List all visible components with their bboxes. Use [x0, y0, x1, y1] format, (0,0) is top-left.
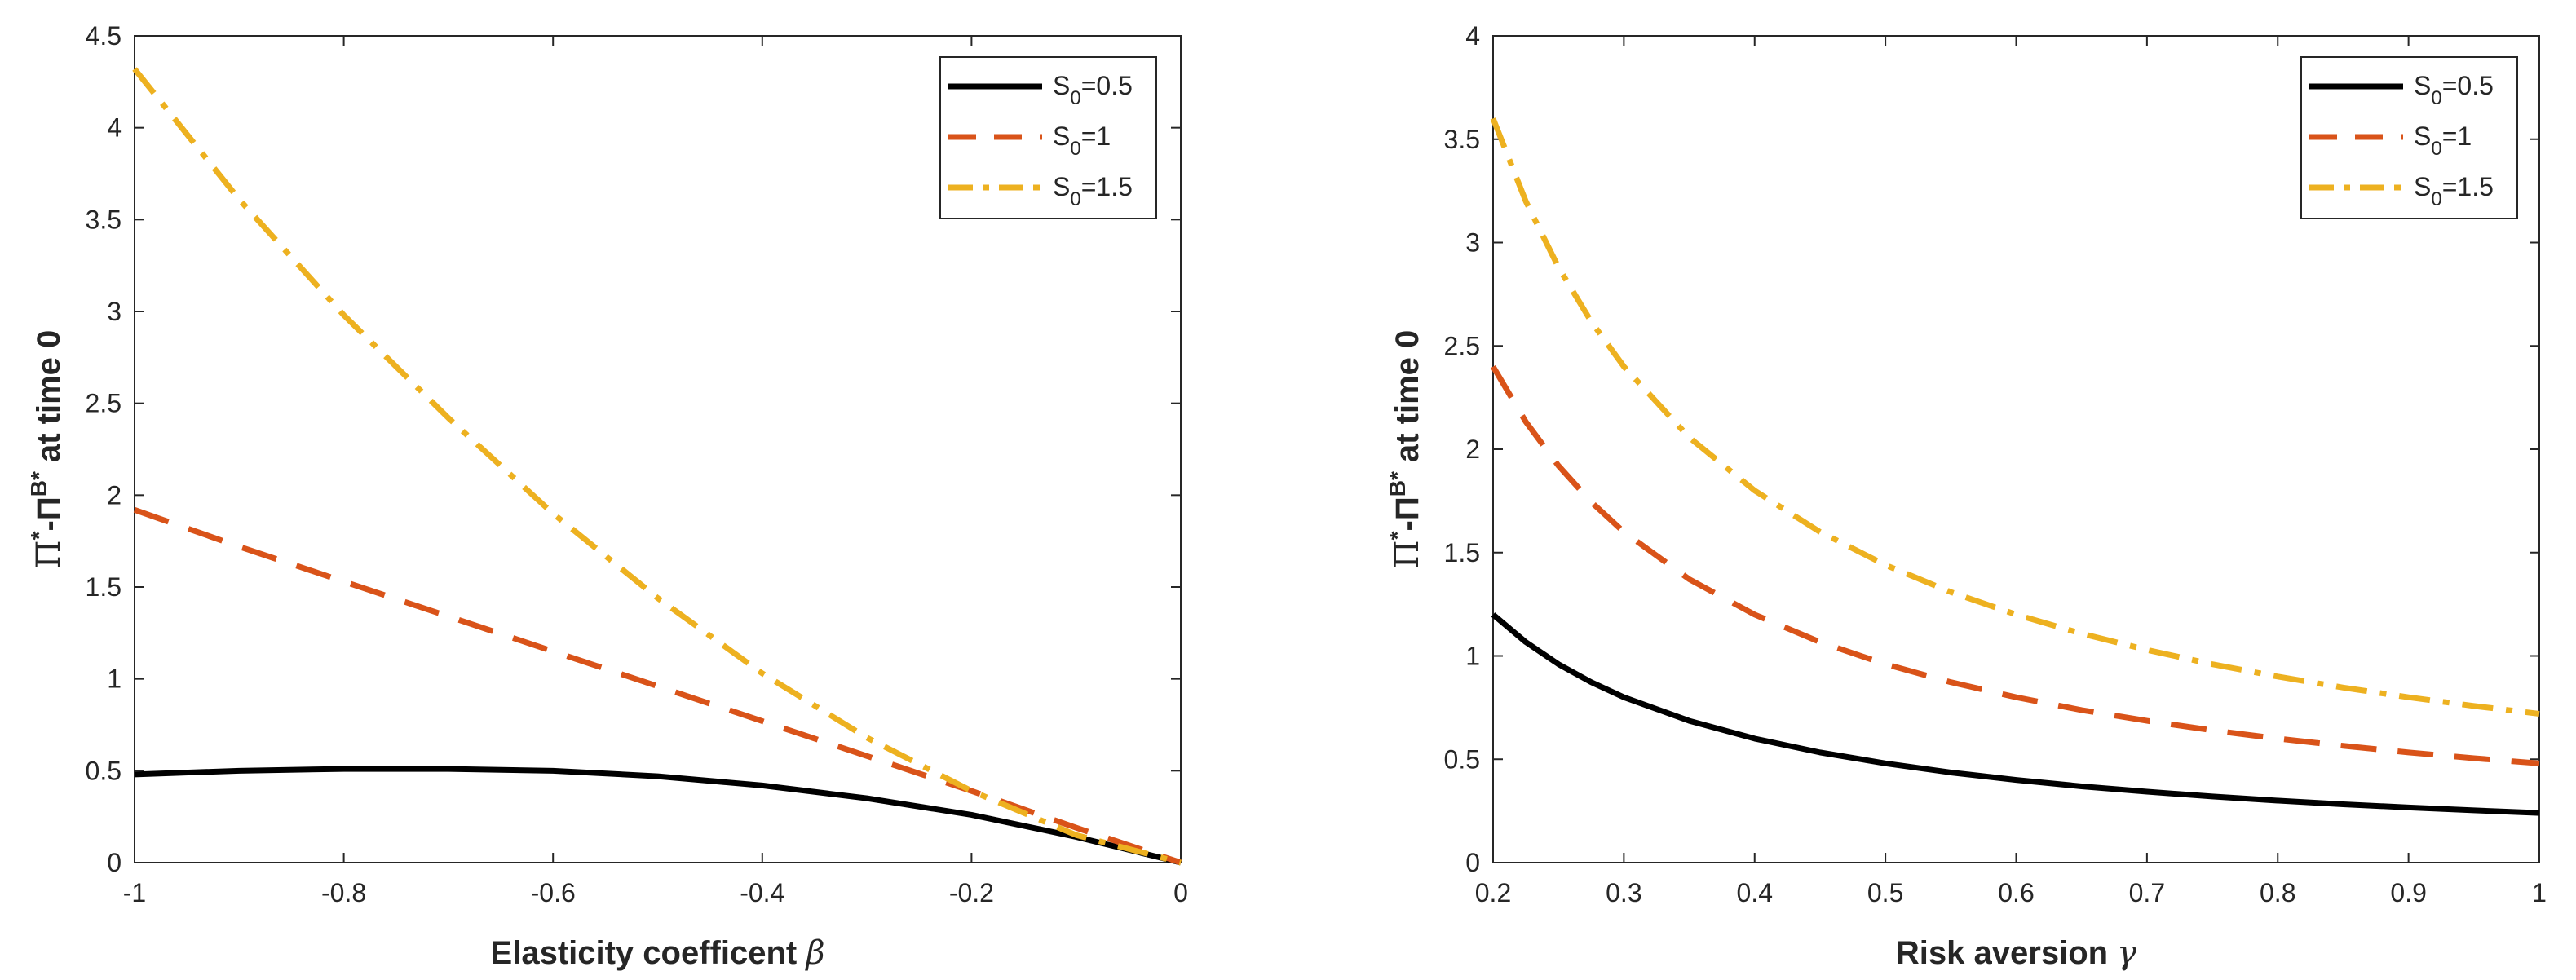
x-tick-label: 0.3 [1606, 878, 1641, 907]
legend-entry-sub: 0 [1070, 188, 1080, 210]
series-line-S0=1.5 [132, 67, 1182, 866]
x-axis-label-text: Risk aversion [1896, 935, 2117, 971]
legend-entry-main: S [1053, 172, 1070, 201]
x-tick-label: -1 [123, 878, 146, 907]
legend-entry-S0=1.5: S0=1.5 [1053, 172, 1133, 210]
legend-entry-rest: =0.5 [2442, 71, 2494, 100]
legend: S0=0.5S0=1S0=1.5 [2300, 56, 2518, 219]
y-tick-label: 3.5 [1444, 125, 1480, 154]
legend-entry-rest: =1.5 [2442, 172, 2494, 201]
series-line-S0=0.5 [134, 766, 1182, 866]
x-tick-label: 0.5 [1867, 878, 1903, 907]
y-tick-label: 1.5 [86, 572, 122, 602]
x-tick-label: 0.7 [2129, 878, 2165, 907]
x-tick-label: 0.6 [1998, 878, 2034, 907]
x-tick-label: -0.2 [949, 878, 994, 907]
y-tick-label: 0.5 [1444, 744, 1480, 774]
y-tick-label: 1 [107, 664, 122, 694]
y-label-star-2: * [26, 471, 51, 480]
y-label-star: * [26, 531, 51, 540]
y-tick-label: 1.5 [1444, 538, 1480, 567]
y-label-star-2: * [1385, 471, 1410, 480]
y-label-rest: at time 0 [31, 330, 67, 471]
legend-entry-S0=1: S0=1 [1053, 121, 1111, 160]
x-tick-label: 0.9 [2390, 878, 2426, 907]
legend-entry-rest: =1 [1081, 121, 1111, 151]
y-tick-label: 3.5 [86, 205, 122, 234]
legend-entry-sub: 0 [2431, 188, 2441, 210]
y-tick-label: 3 [107, 297, 122, 326]
x-axis-label-symbol: β [804, 934, 824, 972]
legend-entry-sub: 0 [1070, 87, 1080, 109]
series-group [132, 67, 1182, 866]
y-tick-label: 0 [1465, 848, 1480, 877]
y-tick-label: 2 [107, 480, 122, 510]
plot-area [134, 35, 1182, 863]
series-line-S0=1 [133, 507, 1182, 866]
x-axis-label-text: Elasticity coefficent [491, 935, 806, 971]
y-tick-label: 4.5 [86, 21, 122, 51]
y-label-star: * [1385, 531, 1410, 540]
y-label-b: B [26, 480, 51, 497]
x-tick-label: 0.8 [2260, 878, 2295, 907]
legend-entry-sub: 0 [1070, 138, 1080, 160]
y-tick-label: 2.5 [1444, 331, 1480, 360]
x-tick-label: -0.6 [531, 878, 576, 907]
x-tick-label: 0.2 [1475, 878, 1511, 907]
y-label-rest: at time 0 [1390, 330, 1425, 471]
series-group [1490, 117, 2540, 816]
legend-entry-main: S [2414, 71, 2431, 100]
series-line-S0=1 [1490, 364, 2540, 766]
y-axis-label: Π*-ΠB* at time 0 [26, 330, 68, 569]
series-line-S0=0.5 [1491, 612, 2540, 816]
y-label-pi: Π [30, 540, 68, 568]
y-label-pi: Π [1389, 540, 1426, 568]
legend-entry-main: S [1053, 121, 1070, 151]
x-tick-label: 0.4 [1737, 878, 1773, 907]
legend-entry-main: S [2414, 172, 2431, 201]
y-tick-label: 3 [1465, 228, 1480, 258]
legend-entry-rest: =1.5 [1081, 172, 1133, 201]
legend-entry-sub: 0 [2431, 87, 2441, 109]
chart-panel-2: 0.2 0.3 0.4 0.5 0.6 0.7 0.8 0.9 1 0 0.5 1 1.5 2 2.5 3 3.… [1385, 21, 2547, 972]
series-line-S0=1.5 [1490, 117, 2540, 717]
legend-entry-S0=0.5: S0=0.5 [2414, 71, 2494, 109]
y-label-minus: -Π [1390, 497, 1425, 531]
legend-entry-rest: =1 [2442, 121, 2472, 151]
y-label-b: B [1385, 480, 1410, 497]
legend-entry-main: S [1053, 71, 1070, 100]
y-tick-label: 1 [1465, 642, 1480, 671]
x-tick-label: -0.8 [321, 878, 366, 907]
y-tick-label: 4 [107, 113, 122, 143]
legend-entry-main: S [2414, 121, 2431, 151]
y-axis-label: Π*-ΠB* at time 0 [1385, 330, 1426, 569]
chart-panel-1: -1 -0.8 -0.6 -0.4 -0.2 0 0 0.5 1 1.5 2 2.5 3 3.5 4 4.5 E… [26, 21, 1188, 972]
y-tick-label: 0 [107, 848, 122, 877]
y-tick-label: 2.5 [86, 389, 122, 418]
y-tick-label: 2 [1465, 435, 1480, 464]
x-tick-label: -0.4 [740, 878, 784, 907]
y-tick-label: 0.5 [86, 756, 122, 785]
x-tick-label: 0 [1173, 878, 1188, 907]
x-axis-label: Elasticity coefficent β [491, 934, 825, 972]
x-axis-label-symbol: γ [2117, 934, 2136, 972]
x-axis-label: Risk aversion γ [1896, 934, 2136, 972]
legend-entry-rest: =0.5 [1081, 71, 1133, 100]
legend: S0=0.5S0=1S0=1.5 [939, 56, 1157, 219]
legend-entry-sub: 0 [2431, 138, 2441, 160]
y-tick-label: 4 [1465, 21, 1480, 51]
legend-entry-S0=1.5: S0=1.5 [2414, 172, 2494, 210]
legend-entry-S0=1: S0=1 [2414, 121, 2472, 160]
y-label-minus: -Π [31, 497, 67, 531]
legend-entry-S0=0.5: S0=0.5 [1053, 71, 1133, 109]
x-tick-label: 1 [2532, 878, 2547, 907]
